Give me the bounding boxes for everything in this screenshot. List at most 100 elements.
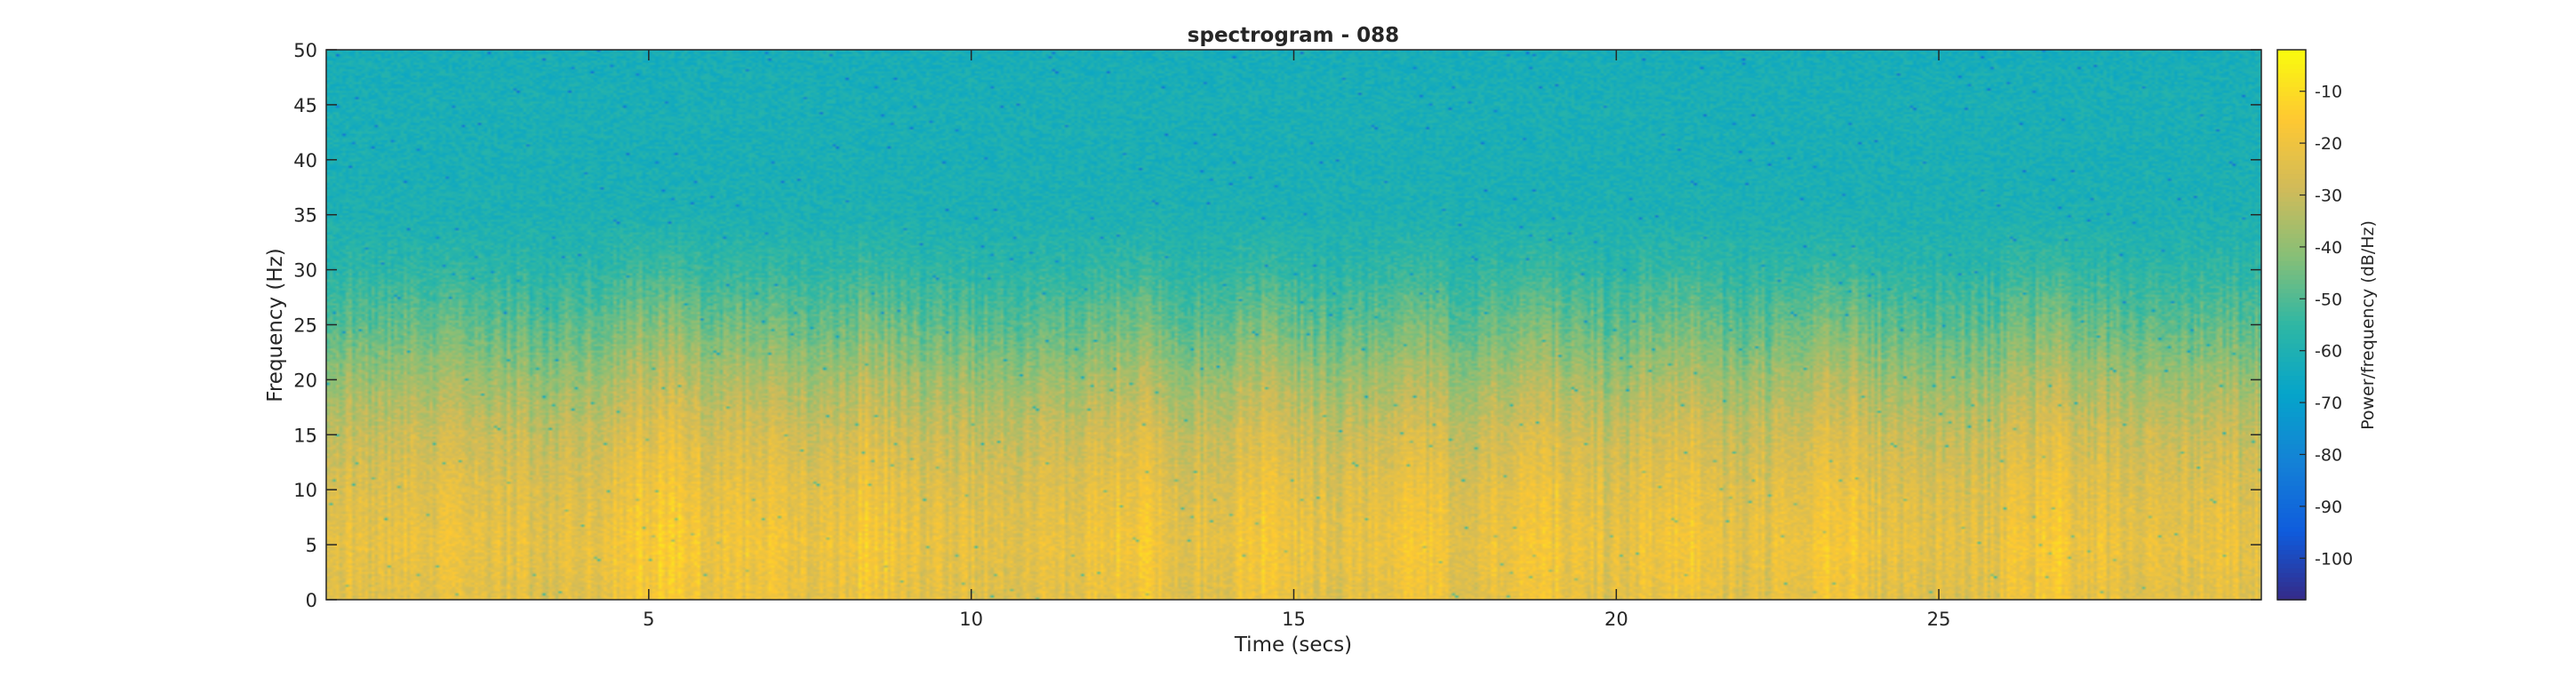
colorbar-segment: [2277, 545, 2306, 551]
colorbar-segment: [2277, 210, 2306, 216]
colorbar-segment: [2277, 237, 2306, 243]
colorbar-segment: [2277, 283, 2306, 290]
colorbar-frame: [2276, 49, 2307, 601]
colorbar-segment: [2277, 114, 2306, 120]
y-axis-label: Frequency (Hz): [264, 248, 287, 402]
colorbar-segment: [2277, 434, 2306, 441]
colorbar-segment: [2277, 131, 2306, 138]
spectrogram-image: [326, 50, 2261, 600]
colorbar-segment: [2277, 324, 2306, 331]
x-tick-label: 25: [1927, 609, 1951, 630]
y-tick-label: 5: [306, 535, 317, 556]
colorbar-segment: [2277, 517, 2306, 523]
colorbar-label: Power/frequency (dB/Hz): [2358, 220, 2378, 430]
colorbar-segment: [2277, 246, 2306, 252]
colorbar-segment: [2277, 352, 2306, 358]
colorbar-segment: [2277, 95, 2306, 101]
colorbar-segment: [2277, 50, 2306, 55]
colorbar-segment: [2277, 567, 2306, 573]
x-tick-label: 20: [1604, 609, 1628, 630]
colorbar-segment: [2277, 76, 2306, 83]
colorbar-segment: [2277, 549, 2306, 555]
colorbar-segment: [2277, 329, 2306, 335]
colorbar-segment: [2277, 480, 2306, 486]
colorbar-segment: [2277, 458, 2306, 464]
colorbar-segment: [2277, 466, 2306, 473]
colorbar-tick-label: -50: [2315, 290, 2342, 309]
colorbar-segment: [2277, 530, 2306, 537]
colorbar-segment: [2277, 86, 2306, 92]
colorbar-segment: [2277, 256, 2306, 262]
colorbar-segment: [2277, 205, 2306, 211]
colorbar-segment: [2277, 343, 2306, 349]
colorbar-segment: [2277, 219, 2306, 225]
colorbar-segment: [2277, 169, 2306, 175]
colorbar-segment: [2277, 155, 2306, 161]
colorbar-segment: [2277, 59, 2306, 65]
colorbar-segment: [2277, 462, 2306, 468]
colorbar-segment: [2277, 535, 2306, 541]
colorbar-segment: [2277, 585, 2306, 592]
colorbar-segment: [2277, 224, 2306, 229]
colorbar-segment: [2277, 315, 2306, 322]
colorbar-segment: [2277, 590, 2306, 596]
colorbar-segment: [2277, 594, 2306, 601]
colorbar-segment: [2277, 109, 2306, 115]
y-tick-label: 40: [293, 150, 317, 171]
colorbar-segment: [2277, 375, 2306, 381]
colorbar-segment: [2277, 512, 2306, 518]
colorbar-segment: [2277, 214, 2306, 220]
colorbar-segment: [2277, 498, 2306, 505]
colorbar-segment: [2277, 388, 2306, 394]
y-tick-label: 0: [306, 590, 317, 611]
x-axis-label: Time (secs): [1234, 633, 1352, 657]
colorbar-segment: [2277, 187, 2306, 193]
y-tick-label: 45: [293, 95, 317, 116]
colorbar-segment: [2277, 68, 2306, 74]
colorbar-segment: [2277, 581, 2306, 587]
colorbar-segment: [2277, 311, 2306, 316]
colorbar-segment: [2277, 297, 2306, 303]
colorbar-segment: [2277, 439, 2306, 445]
colorbar-segment: [2277, 182, 2306, 188]
colorbar-tick-label: -100: [2315, 549, 2353, 569]
colorbar-segment: [2277, 572, 2306, 578]
colorbar-gradient: [2277, 50, 2306, 601]
colorbar-segment: [2277, 370, 2306, 377]
colorbar-segment: [2277, 260, 2306, 267]
colorbar-tick-label: -30: [2315, 187, 2342, 206]
y-tick-label: 20: [293, 370, 317, 391]
colorbar-segment: [2277, 526, 2306, 532]
colorbar-tick-label: -70: [2315, 394, 2342, 413]
colorbar-segment: [2277, 288, 2306, 294]
colorbar-segment: [2277, 485, 2306, 490]
colorbar-segment: [2277, 503, 2306, 509]
colorbar-segment: [2277, 82, 2306, 88]
colorbar-segment: [2277, 163, 2306, 170]
y-tick-label: 15: [293, 425, 317, 446]
colorbar-segment: [2277, 365, 2306, 371]
x-axis: 5 10 15 20 25: [643, 50, 1951, 630]
colorbar-segment: [2277, 539, 2306, 546]
colorbar-segment: [2277, 269, 2306, 275]
colorbar-segment: [2277, 118, 2306, 124]
colorbar-segment: [2277, 420, 2306, 426]
colorbar-segment: [2277, 558, 2306, 564]
colorbar-segment: [2277, 494, 2306, 500]
colorbar-segment: [2277, 398, 2306, 403]
colorbar-segment: [2277, 402, 2306, 409]
y-tick-label: 30: [293, 260, 317, 282]
colorbar-segment: [2277, 265, 2306, 271]
colorbar-segment: [2277, 577, 2306, 583]
colorbar-tick-label: -40: [2315, 238, 2342, 258]
colorbar-segment: [2277, 347, 2306, 354]
colorbar-segment: [2277, 63, 2306, 69]
colorbar-tick-label: -60: [2315, 342, 2342, 362]
colorbar-segment: [2277, 127, 2306, 133]
y-tick-label: 50: [293, 40, 317, 61]
colorbar-segment: [2277, 278, 2306, 284]
colorbar-segment: [2277, 242, 2306, 248]
y-tick-label: 10: [293, 480, 317, 501]
colorbar-segment: [2277, 201, 2306, 207]
